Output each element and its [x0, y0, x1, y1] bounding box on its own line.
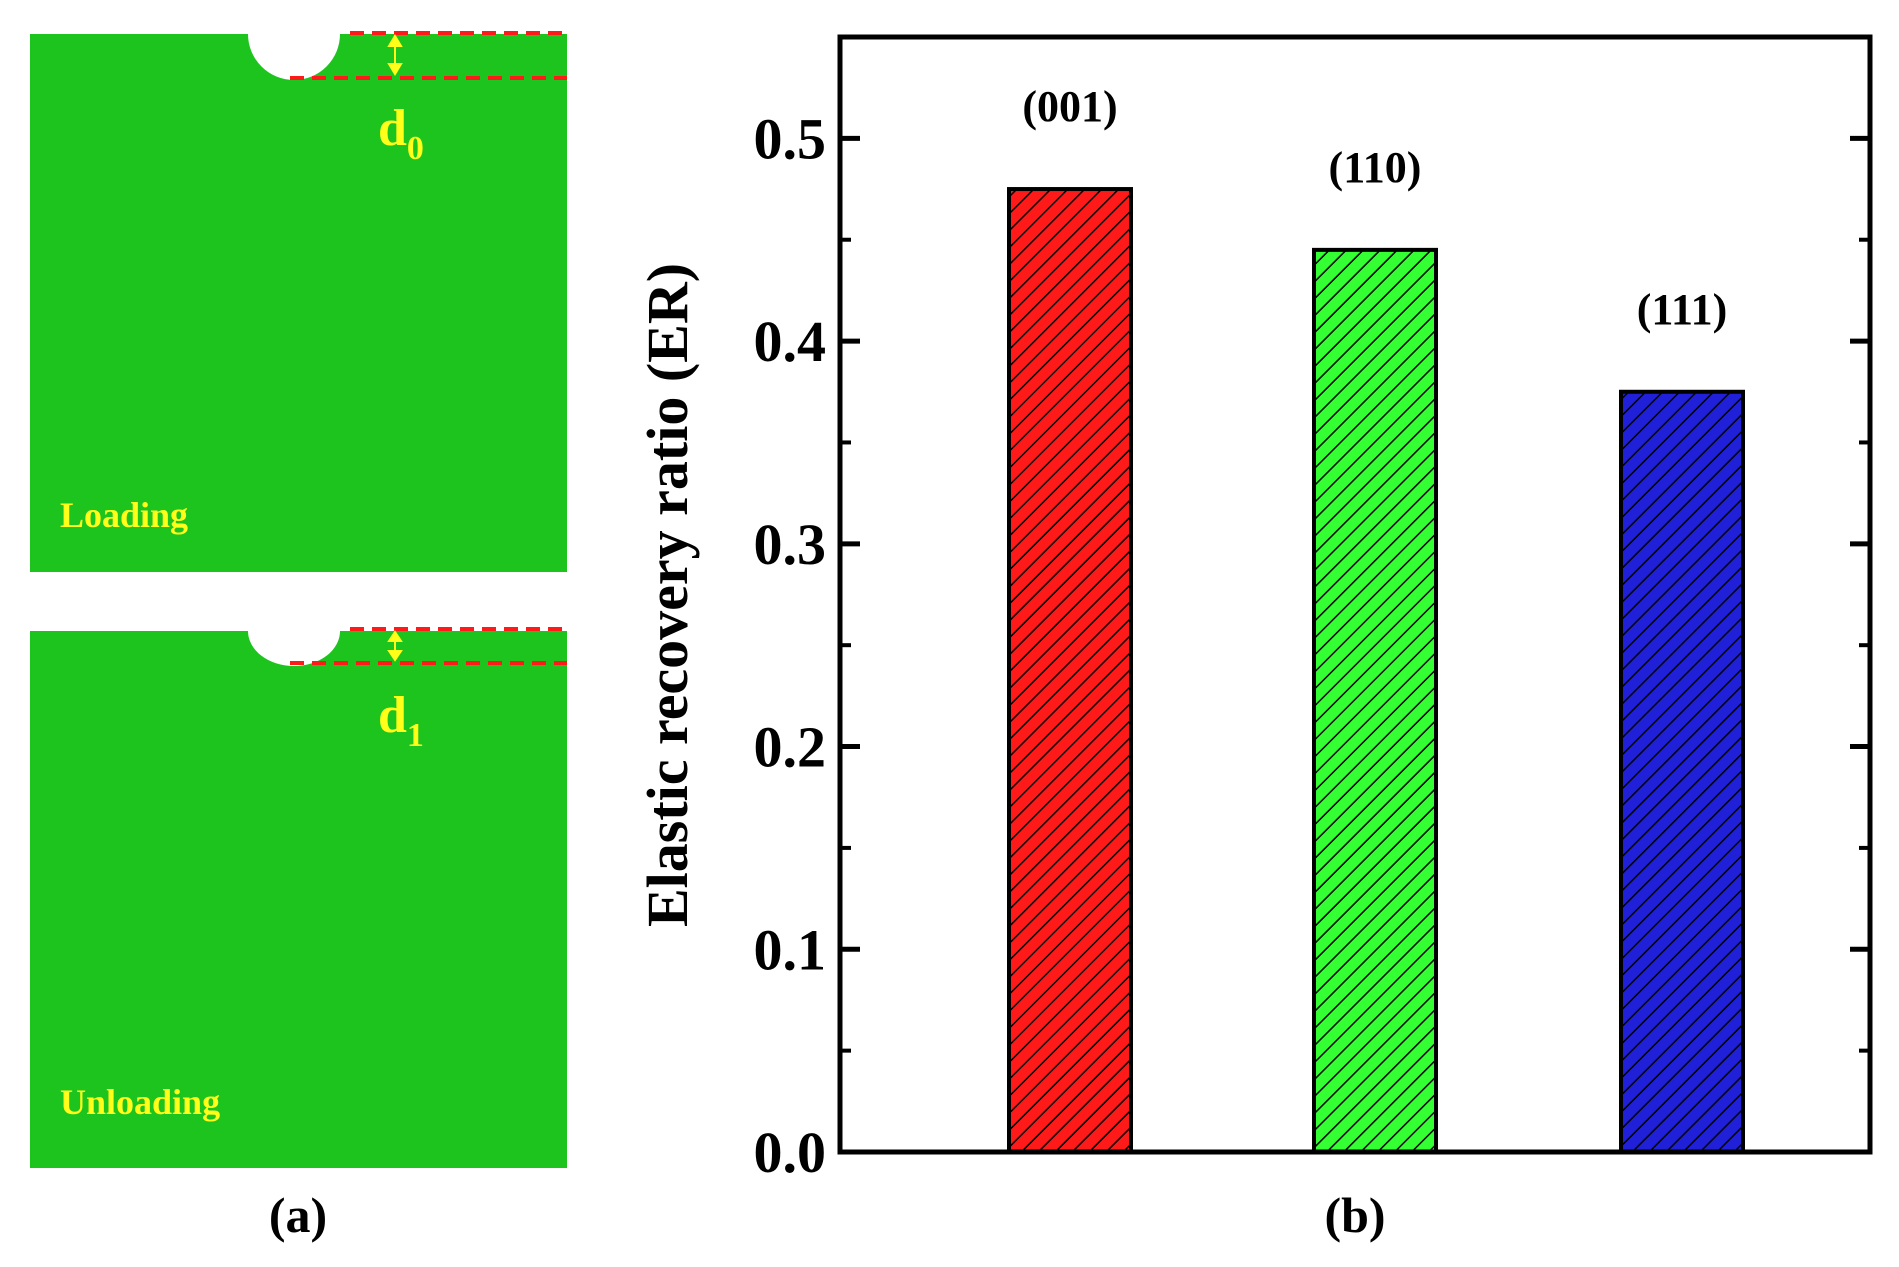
y-axis: 0.0 0.1 0.2 0.3 0.4 0.5: [754, 35, 860, 1185]
bar-110: [1312, 247, 1438, 1154]
panel-a: d0 Loading d1 Unloading (a): [30, 31, 567, 1243]
y-tick-label: 0.4: [754, 309, 827, 374]
substrate-unloading: [30, 631, 567, 1168]
depth-arrow-loading: [387, 34, 403, 76]
bar-label-001: (001): [1022, 82, 1117, 131]
bar-label-111: (111): [1637, 285, 1727, 334]
y-tick-label: 0.2: [754, 715, 827, 780]
bar-labels: (001) (110) (111): [1022, 82, 1727, 334]
y-tick-label: 0.5: [754, 106, 827, 171]
y-tick-label: 0.3: [754, 512, 827, 577]
unloading-snapshot: d1 Unloading: [30, 627, 567, 1168]
substrate-loading: [30, 34, 567, 572]
unloading-caption: Unloading: [60, 1082, 220, 1122]
bar-label-110: (110): [1329, 143, 1422, 192]
y-axis-label: Elastic recovery ratio (ER): [635, 263, 700, 927]
panel-b-label: (b): [1324, 1187, 1385, 1243]
depth-label-loading: d0: [378, 100, 424, 167]
right-axis-ticks: [1850, 35, 1870, 1155]
bars: [1007, 187, 1745, 1155]
y-tick-label: 0.0: [754, 1120, 827, 1185]
panel-b: (001) (110) (111) 0.0 0.1 0.2 0.3 0.4 0.5 Elast…: [635, 34, 1873, 1243]
loading-snapshot: d0 Loading: [30, 31, 567, 572]
plot-frame: [837, 34, 1873, 1155]
bar-111: [1619, 389, 1745, 1155]
loading-caption: Loading: [60, 495, 188, 535]
bar-001: [1007, 187, 1133, 1154]
y-tick-label: 0.1: [754, 917, 827, 982]
panel-a-label: (a): [269, 1187, 327, 1243]
depth-arrow-unloading: [387, 630, 403, 662]
depth-label-unloading: d1: [378, 687, 424, 754]
